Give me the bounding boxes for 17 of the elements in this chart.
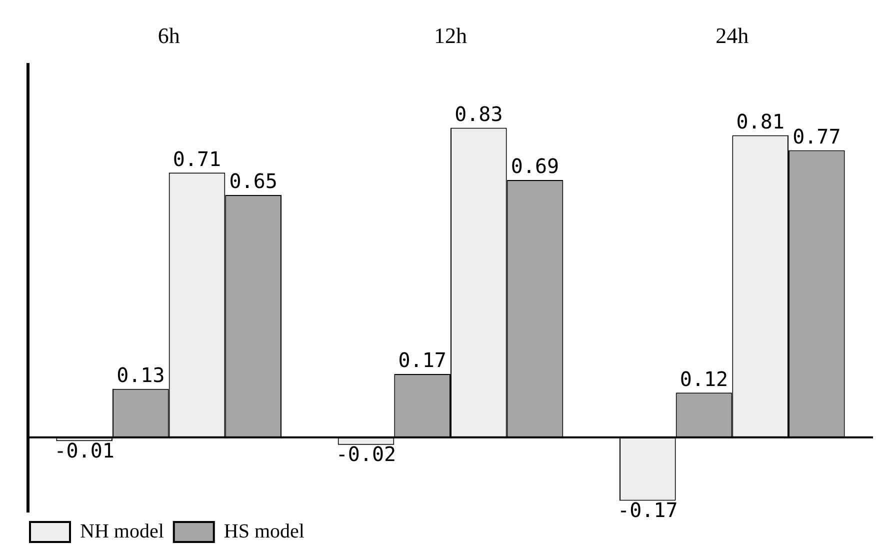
x-tick-label: 24h (716, 22, 749, 48)
data-label: 0.71 (172, 146, 222, 171)
x-tick-label: 12h (434, 22, 467, 48)
data-label: 0.13 (116, 363, 165, 388)
data-label: 0.69 (510, 154, 560, 178)
legend-label: NH model (80, 520, 164, 542)
data-label: 0.81 (736, 109, 784, 134)
data-label: 0.77 (792, 124, 841, 148)
x-tick-label: 6h (158, 22, 180, 48)
data-label: 0.12 (680, 366, 728, 391)
data-label: 0.65 (229, 169, 278, 194)
data-label: 0.17 (398, 348, 446, 372)
data-label: -0.02 (336, 442, 396, 466)
data-label: 0.83 (454, 102, 503, 126)
data-label: -0.17 (618, 498, 678, 522)
legend-label: HS model (224, 520, 305, 542)
data-label: -0.01 (54, 438, 114, 462)
